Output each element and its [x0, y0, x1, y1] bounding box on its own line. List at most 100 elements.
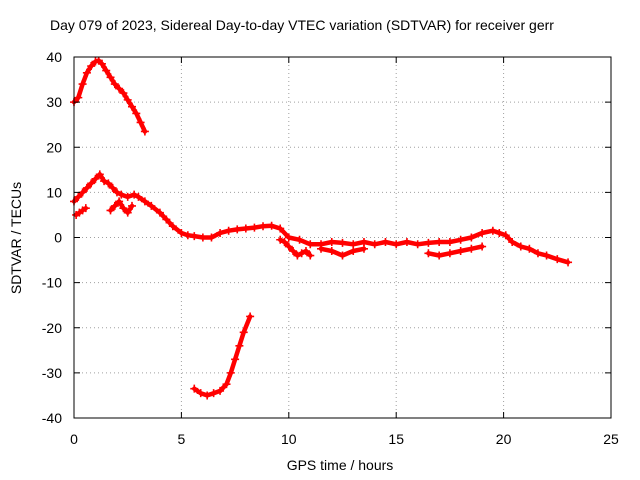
- data-point: [155, 208, 164, 217]
- data-point: [370, 240, 379, 249]
- data-point: [501, 231, 510, 240]
- data-point: [81, 204, 90, 213]
- series-layer: [70, 56, 573, 400]
- data-point: [117, 190, 126, 199]
- data-point: [119, 204, 128, 213]
- data-point: [119, 89, 128, 98]
- data-point: [246, 312, 255, 321]
- data-point: [183, 231, 192, 240]
- data-point: [106, 73, 115, 82]
- tick-label-layer: 0 5 10 15 20 25 -40 -30 -20 -10 0 10 20 30 40: [42, 49, 619, 447]
- series-arc-upper: [70, 56, 149, 136]
- data-point: [233, 225, 242, 234]
- data-point: [317, 244, 326, 253]
- data-point: [424, 249, 433, 258]
- data-point: [82, 183, 91, 192]
- data-point: [104, 179, 113, 188]
- data-point: [136, 118, 145, 127]
- data-point: [289, 247, 298, 256]
- data-point: [235, 341, 244, 350]
- data-point: [306, 240, 315, 249]
- data-point: [516, 242, 525, 251]
- y-tick-label: -20: [42, 320, 62, 336]
- data-point: [190, 384, 199, 393]
- data-point: [259, 222, 268, 231]
- data-point: [127, 102, 136, 111]
- data-point: [456, 247, 465, 256]
- data-point: [177, 228, 186, 237]
- series-line: [73, 205, 89, 218]
- data-point: [91, 174, 100, 183]
- data-point: [108, 183, 117, 192]
- data-point: [222, 380, 231, 389]
- series-line: [192, 314, 253, 398]
- data-point: [564, 258, 573, 267]
- data-point: [359, 238, 368, 247]
- y-axis-label: SDTVAR / TECUs: [8, 182, 24, 294]
- data-point: [435, 238, 444, 247]
- data-point: [359, 244, 368, 253]
- series-arc-branch-e: [424, 242, 487, 260]
- data-point: [134, 192, 143, 201]
- data-point: [115, 197, 124, 206]
- data-point: [327, 247, 336, 256]
- data-point: [207, 233, 216, 242]
- data-point: [525, 244, 534, 253]
- data-point: [488, 226, 497, 235]
- data-point: [74, 93, 83, 102]
- x-tick-label: 25: [603, 431, 619, 447]
- data-point: [553, 255, 562, 264]
- data-point: [110, 201, 119, 210]
- series-arc-branch-d: [317, 244, 368, 260]
- data-point: [241, 224, 250, 233]
- data-point: [276, 235, 285, 244]
- data-point: [250, 223, 259, 232]
- data-point: [467, 244, 476, 253]
- data-point: [198, 233, 207, 242]
- y-tick-label: -10: [42, 275, 62, 291]
- y-tick-label: 40: [46, 49, 62, 65]
- data-point: [424, 238, 433, 247]
- data-point: [123, 192, 132, 201]
- data-point: [349, 240, 358, 249]
- x-tick-label: 15: [388, 431, 404, 447]
- data-point: [123, 208, 132, 217]
- x-axis-label: GPS time / hours: [287, 457, 394, 473]
- series-arc-branch-b: [106, 197, 136, 217]
- data-point: [478, 228, 487, 237]
- data-point: [445, 249, 454, 258]
- data-point: [301, 247, 310, 256]
- x-tick-label: 10: [281, 431, 297, 447]
- data-point: [106, 206, 115, 215]
- data-point: [267, 221, 276, 230]
- series-arc-branch-a: [72, 204, 90, 219]
- data-point: [140, 127, 149, 136]
- data-point: [132, 109, 141, 118]
- chart-title: Day 079 of 2023, Sidereal Day-to-day VTE…: [50, 17, 554, 33]
- data-point: [168, 222, 177, 231]
- data-point: [293, 251, 302, 260]
- data-point: [127, 201, 136, 210]
- data-point: [445, 238, 454, 247]
- y-tick-label: -30: [42, 365, 62, 381]
- grid-layer: [74, 57, 611, 418]
- data-point: [74, 192, 83, 201]
- data-point: [381, 238, 390, 247]
- x-tick-label: 20: [496, 431, 512, 447]
- data-point: [239, 328, 248, 337]
- data-point: [392, 240, 401, 249]
- data-point: [97, 59, 106, 68]
- data-point: [295, 235, 304, 244]
- data-point: [327, 238, 336, 247]
- data-point: [209, 389, 218, 398]
- data-point: [140, 197, 149, 206]
- x-tick-label: 0: [70, 431, 78, 447]
- data-point: [196, 389, 205, 398]
- data-point: [297, 249, 306, 258]
- y-tick-label: 0: [54, 230, 62, 246]
- series-arc-branch-c: [276, 235, 315, 260]
- series-line: [426, 244, 485, 258]
- data-point: [162, 215, 171, 224]
- y-tick-label: 10: [46, 184, 62, 200]
